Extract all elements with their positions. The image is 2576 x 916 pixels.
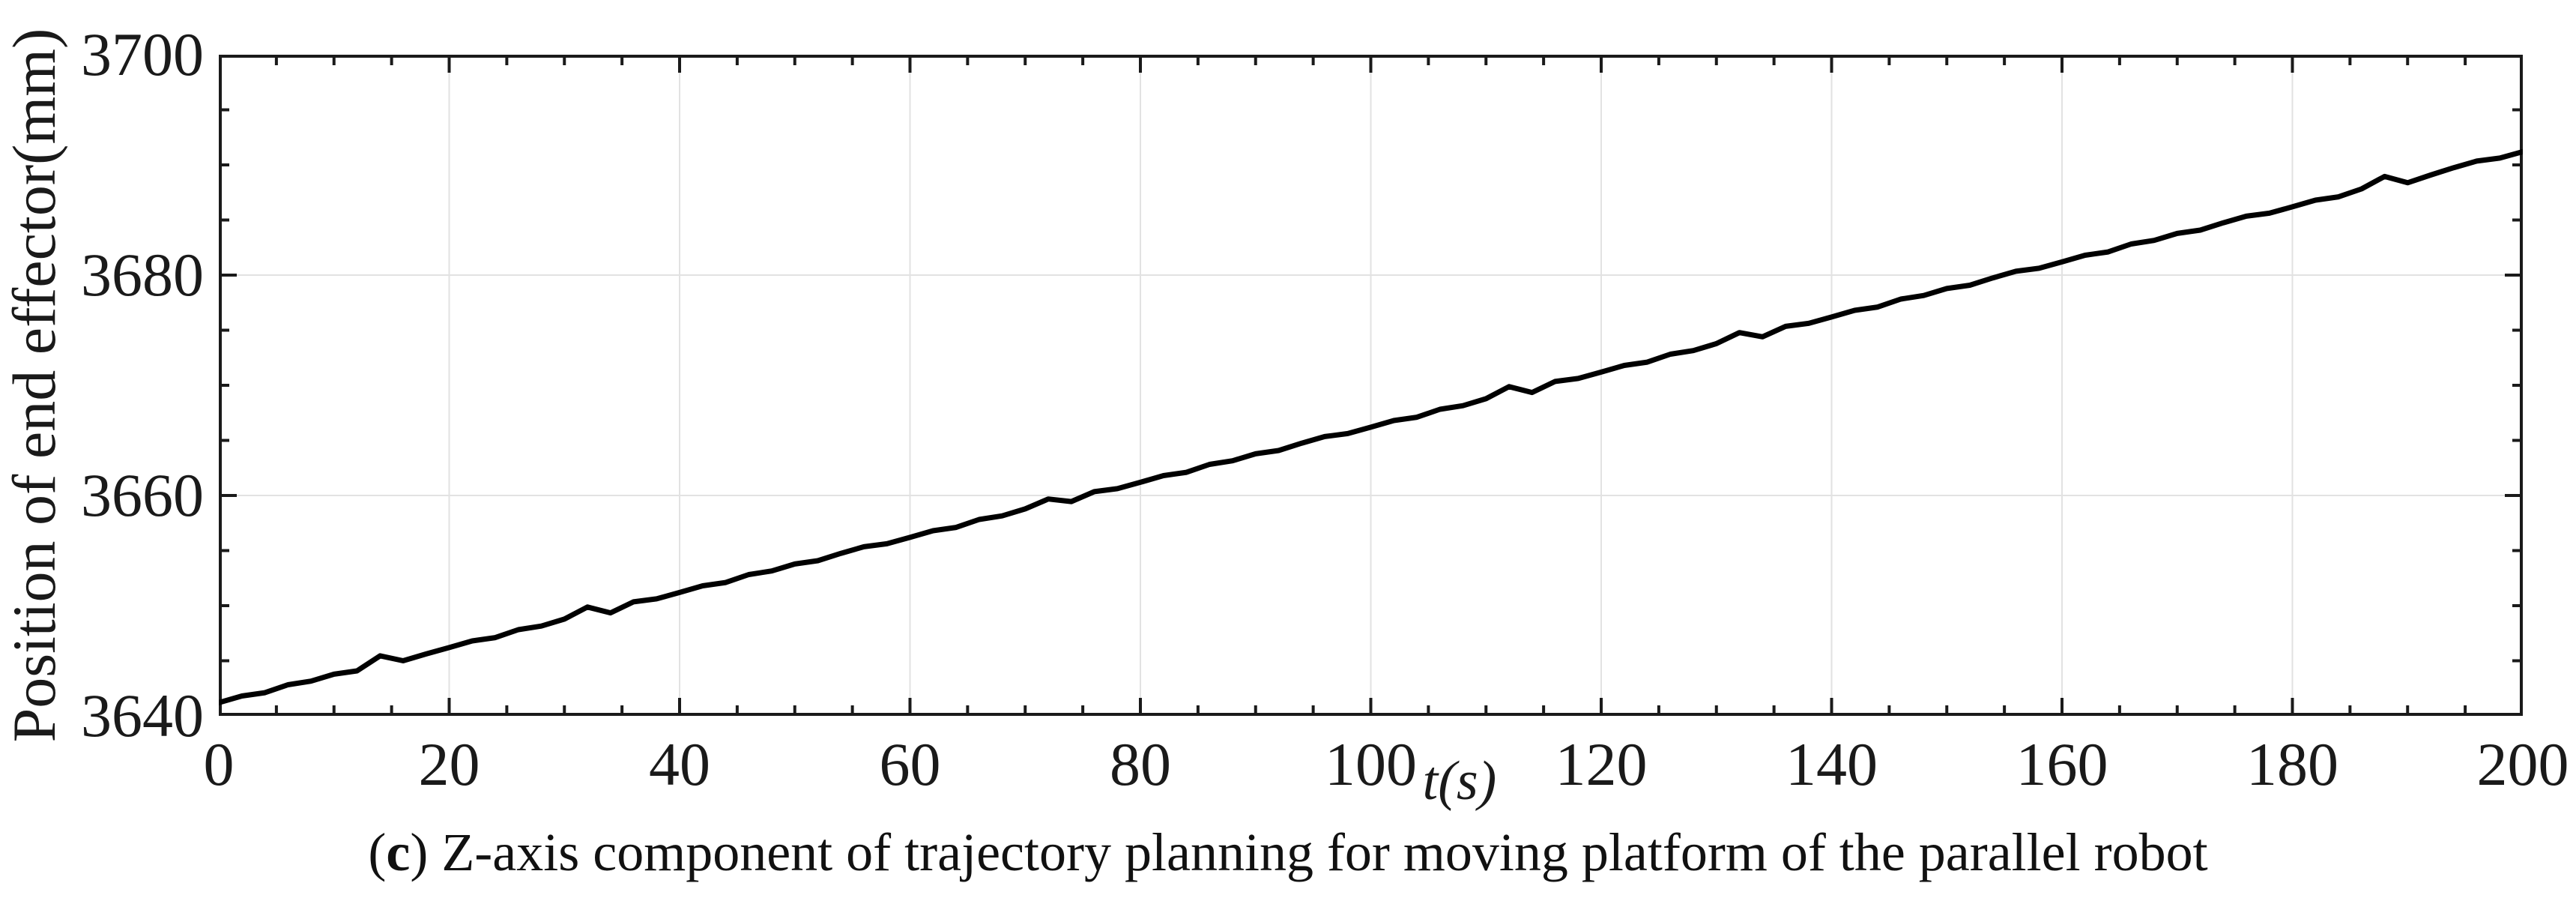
caption-paren-open: ( bbox=[368, 822, 387, 882]
x-tick-label: 180 bbox=[2246, 730, 2338, 798]
y-tick-label: 3680 bbox=[81, 241, 204, 309]
caption-marker: c bbox=[386, 822, 411, 882]
gridlines bbox=[219, 55, 2523, 716]
trajectory-line bbox=[219, 148, 2523, 705]
x-tick-label: 80 bbox=[1110, 730, 1171, 798]
x-tick-label: 0 bbox=[203, 730, 235, 798]
y-tick-label: 3640 bbox=[81, 681, 204, 750]
x-tick-label: 20 bbox=[418, 730, 480, 798]
caption-paren-close: ) bbox=[410, 822, 429, 882]
y-tick-label: 3660 bbox=[81, 461, 204, 529]
x-tick-label: 100 bbox=[1325, 730, 1417, 798]
x-tick-label: 40 bbox=[649, 730, 710, 798]
plot-area bbox=[219, 55, 2523, 716]
figure-caption: (c) Z-axis component of trajectory plann… bbox=[0, 820, 2576, 885]
caption-text: Z-axis component of trajectory planning … bbox=[441, 822, 2208, 882]
plot-canvas bbox=[219, 55, 2523, 716]
x-tick-label: 120 bbox=[1555, 730, 1648, 798]
x-tick-label: 60 bbox=[879, 730, 941, 798]
y-tick-label: 3700 bbox=[81, 20, 204, 88]
x-axis-title: t(s) bbox=[1422, 750, 1497, 812]
y-axis-title: Position of end effector(mm) bbox=[0, 28, 68, 743]
x-tick-label: 160 bbox=[2016, 730, 2108, 798]
data-series bbox=[219, 148, 2523, 705]
axes-box bbox=[219, 55, 2523, 716]
x-tick-label: 200 bbox=[2476, 730, 2569, 798]
x-tick-label: 140 bbox=[1786, 730, 1878, 798]
